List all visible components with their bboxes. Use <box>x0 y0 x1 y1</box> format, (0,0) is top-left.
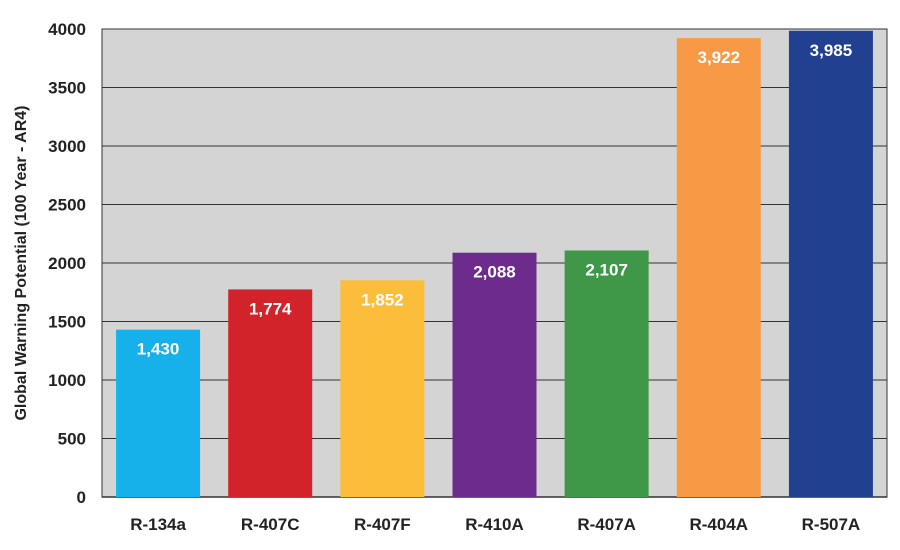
bar <box>116 329 201 497</box>
x-tick-label: R-407C <box>241 515 300 534</box>
x-tick-label: R-134a <box>130 515 186 534</box>
bar <box>340 280 425 497</box>
y-tick-label: 3500 <box>48 79 86 98</box>
y-tick-label: 1000 <box>48 371 86 390</box>
x-tick-label: R-410A <box>465 515 524 534</box>
data-label: 2,107 <box>585 260 628 279</box>
x-tick-label: R-404A <box>689 515 748 534</box>
data-labels: 1,430 1,774 1,852 2,088 2,107 3,922 3,985 <box>137 41 852 359</box>
data-label: 1,774 <box>249 299 292 318</box>
y-tick-label: 0 <box>77 488 86 507</box>
y-tick-label: 2000 <box>48 254 86 273</box>
y-axis-ticks: 0 500 1000 1500 2000 2500 3000 3500 4000 <box>48 20 86 507</box>
y-tick-label: 1500 <box>48 313 86 332</box>
bars <box>116 30 873 497</box>
bar <box>452 252 537 497</box>
x-axis-labels: R-134a R-407C R-407F R-410A R-407A R-404A R-50… <box>130 515 860 534</box>
y-tick-label: 500 <box>58 430 86 449</box>
x-tick-label: R-507A <box>802 515 861 534</box>
bar <box>564 250 649 497</box>
bar <box>228 289 313 497</box>
y-tick-label: 4000 <box>48 20 86 39</box>
y-axis-title: Global Warning Potential (100 Year - AR4… <box>13 105 30 420</box>
y-tick-label: 3000 <box>48 137 86 156</box>
x-tick-label: R-407A <box>577 515 636 534</box>
y-tick-label: 2500 <box>48 196 86 215</box>
data-label: 1,430 <box>137 340 180 359</box>
bar <box>676 38 761 497</box>
data-label: 3,985 <box>810 41 853 60</box>
x-tick-label: R-407F <box>354 515 411 534</box>
data-label: 2,088 <box>473 263 516 282</box>
data-label: 3,922 <box>698 48 741 67</box>
bar <box>788 30 873 497</box>
data-label: 1,852 <box>361 290 404 309</box>
